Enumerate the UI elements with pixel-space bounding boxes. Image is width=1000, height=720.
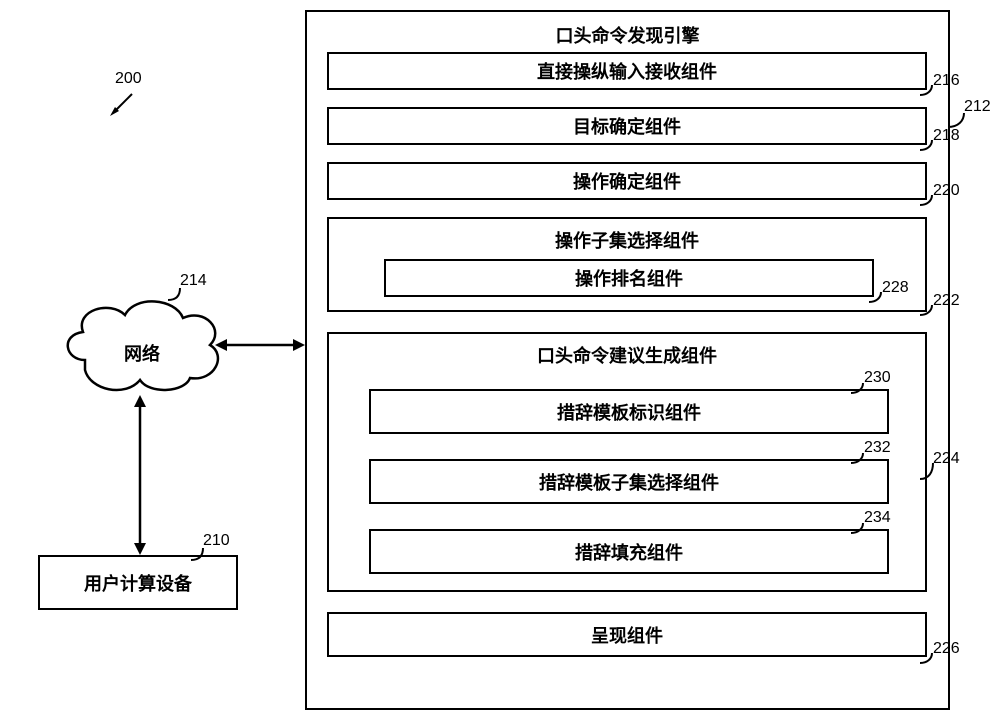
c228-box: 操作排名组件	[384, 259, 874, 297]
c230-ref: 230	[864, 369, 891, 387]
c222-box: 操作子集选择组件 操作排名组件 228	[327, 217, 927, 312]
user-device-box: 用户计算设备	[38, 555, 238, 610]
c228-ref: 228	[882, 279, 909, 297]
arrow-network-engine	[215, 330, 305, 360]
c220-tick	[920, 195, 934, 207]
c230-box: 措辞模板标识组件	[369, 389, 889, 434]
diagram-stage: 200 网络 214 用户计算设备 210 口头命令发现引擎 直接操纵输入接收组…	[0, 0, 1000, 720]
network-ref-tick	[168, 288, 182, 302]
c230-label: 措辞模板标识组件	[557, 399, 701, 425]
user-device-label: 用户计算设备	[84, 570, 192, 596]
c224-tick	[920, 463, 934, 483]
c234-box: 措辞填充组件	[369, 529, 889, 574]
c226-label: 呈现组件	[591, 622, 663, 648]
c220-box: 操作确定组件	[327, 162, 927, 200]
c232-ref: 232	[864, 439, 891, 457]
c218-box: 目标确定组件	[327, 107, 927, 145]
c216-tick	[920, 85, 934, 97]
c218-ref: 218	[933, 127, 960, 145]
c218-label: 目标确定组件	[573, 113, 681, 139]
c216-box: 直接操纵输入接收组件	[327, 52, 927, 90]
figure-ref-arrow	[110, 92, 140, 122]
c232-tick	[851, 453, 865, 465]
c226-ref: 226	[933, 640, 960, 658]
c220-ref: 220	[933, 182, 960, 200]
c218-tick	[920, 140, 934, 152]
c222-ref: 222	[933, 292, 960, 310]
engine-ref: 212	[964, 98, 991, 116]
c220-label: 操作确定组件	[573, 168, 681, 194]
c232-box: 措辞模板子集选择组件	[369, 459, 889, 504]
c226-tick	[920, 653, 934, 665]
engine-box: 口头命令发现引擎 直接操纵输入接收组件 目标确定组件 操作确定组件 操作子集选择…	[305, 10, 950, 710]
engine-title: 口头命令发现引擎	[307, 22, 948, 48]
c228-label: 操作排名组件	[575, 265, 683, 291]
c226-box: 呈现组件	[327, 612, 927, 657]
c234-tick	[851, 523, 865, 535]
user-device-ref: 210	[203, 532, 230, 550]
c222-tick	[920, 305, 934, 317]
arrow-network-device	[120, 395, 160, 560]
c216-ref: 216	[933, 72, 960, 90]
c224-label: 口头命令建议生成组件	[329, 342, 925, 368]
c232-label: 措辞模板子集选择组件	[539, 469, 719, 495]
network-ref: 214	[180, 272, 207, 290]
c228-tick	[869, 292, 883, 304]
network-label: 网络	[112, 340, 172, 366]
c224-ref: 224	[933, 450, 960, 468]
c234-label: 措辞填充组件	[575, 539, 683, 565]
c216-label: 直接操纵输入接收组件	[537, 58, 717, 84]
c234-ref: 234	[864, 509, 891, 527]
c230-tick	[851, 383, 865, 395]
figure-ref: 200	[115, 70, 142, 88]
user-device-ref-tick	[191, 548, 205, 562]
c224-box: 口头命令建议生成组件 措辞模板标识组件 230 措辞模板子集选择组件 232 措…	[327, 332, 927, 592]
c222-label: 操作子集选择组件	[329, 227, 925, 253]
